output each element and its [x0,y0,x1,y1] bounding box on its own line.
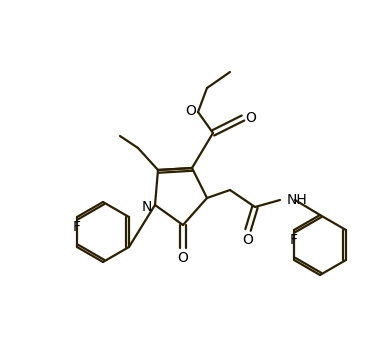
Text: N: N [142,200,152,214]
Text: NH: NH [287,193,308,207]
Text: O: O [185,104,196,118]
Text: O: O [177,251,188,265]
Text: O: O [245,111,256,125]
Text: F: F [290,233,298,247]
Text: F: F [73,220,81,234]
Text: O: O [242,233,253,247]
